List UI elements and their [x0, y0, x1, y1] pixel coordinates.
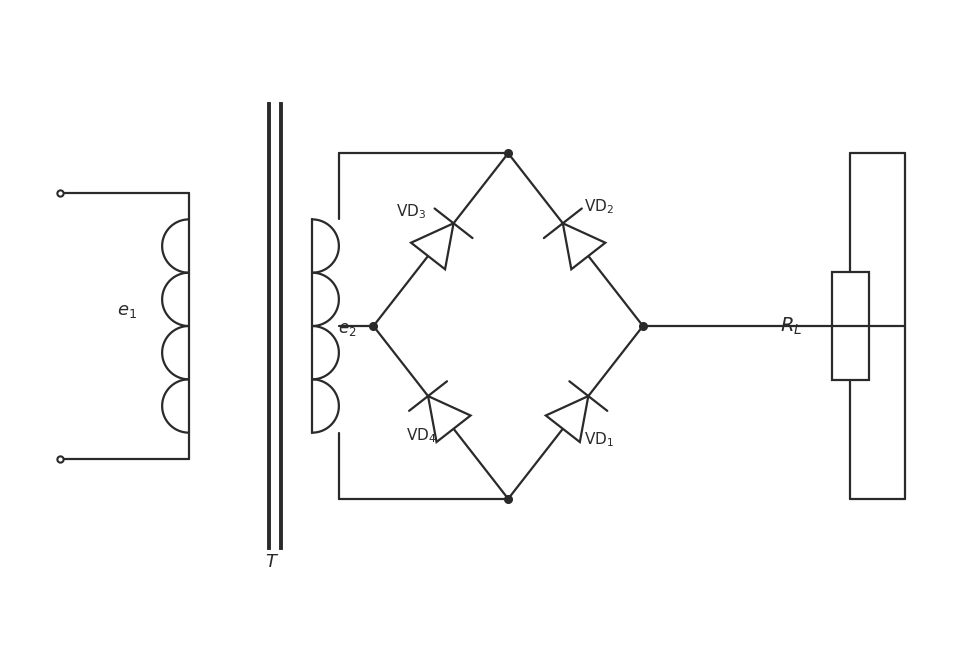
Text: VD$_1$: VD$_1$ [584, 431, 614, 449]
Polygon shape [428, 396, 470, 442]
Text: T: T [265, 553, 276, 571]
Text: VD$_4$: VD$_4$ [406, 426, 436, 445]
Bar [832, 272, 869, 380]
Text: $R_L$: $R_L$ [780, 316, 802, 337]
Polygon shape [546, 396, 589, 442]
Text: VD$_2$: VD$_2$ [584, 197, 614, 216]
Polygon shape [411, 223, 454, 269]
Text: $e_2$: $e_2$ [338, 320, 356, 338]
Polygon shape [562, 223, 605, 269]
Text: VD$_3$: VD$_3$ [396, 203, 426, 221]
Text: $e_1$: $e_1$ [116, 302, 136, 320]
